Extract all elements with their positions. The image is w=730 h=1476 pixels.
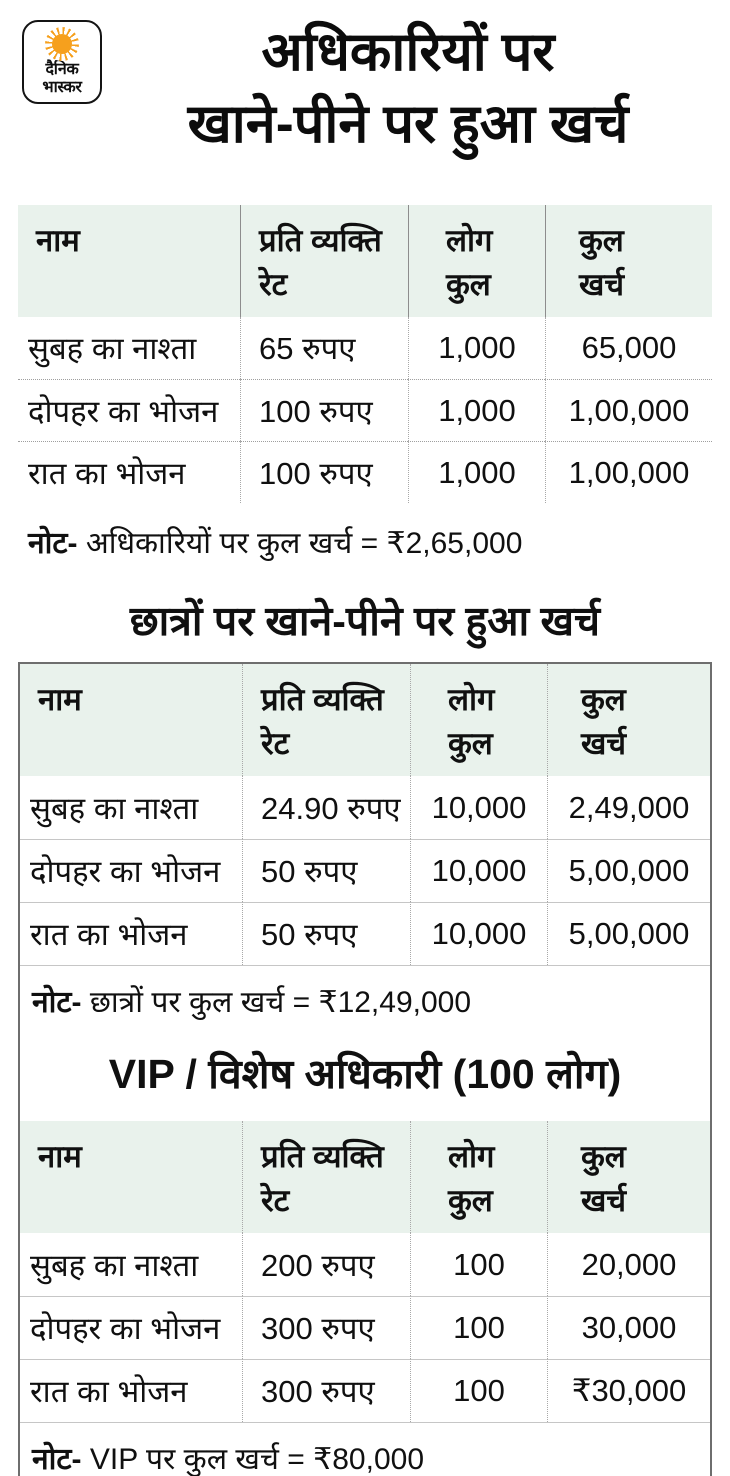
table-row: दोपहर का भोजन 100 रुपए 1,000 1,00,000 [18,379,712,441]
column-header-people: लोग कुल [410,664,547,776]
page-title-line1: अधिकारियों पर [261,22,555,82]
column-header-total: कुल खर्च [547,664,710,776]
table-row: रात का भोजन 100 रुपए 1,000 1,00,000 [18,441,712,503]
vip-section-title: VIP / विशेष अधिकारी (100 लोग) [108,1051,622,1097]
table-row: रात का भोजन 50 रुपए 10,000 5,00,000 [20,902,710,965]
table-header-row: नाम प्रति व्यक्ति रेट लोग कुल कुल खर्च [18,205,712,317]
page-title: अधिकारियों पर खाने-पीने पर हुआ खर्च [100,0,716,160]
students-expense-table: नाम प्रति व्यक्ति रेट लोग कुल कुल खर्च स… [20,664,710,965]
column-header-rate: प्रति व्यक्ति रेट [240,205,408,317]
officials-expense-table: नाम प्रति व्यक्ति रेट लोग कुल कुल खर्च स… [18,205,712,503]
table-header-row: नाम प्रति व्यक्ति रेट लोग कुल कुल खर्च [20,1121,710,1233]
students-total-note: नोट- छात्रों पर कुल खर्च = ₹12,49,000 [20,965,710,1035]
column-header-name: नाम [20,1121,242,1233]
column-header-rate: प्रति व्यक्ति रेट [242,664,410,776]
page-title-line2: खाने-पीने पर हुआ खर्च [187,94,629,154]
table-row: रात का भोजन 300 रुपए 100 ₹30,000 [20,1359,710,1422]
vip-total-note: नोट- VIP पर कुल खर्च = ₹80,000 [20,1422,710,1476]
note-text: छात्रों पर कुल खर्च = ₹12,49,000 [89,986,472,1019]
note-label: नोट- [28,527,78,560]
column-header-name: नाम [18,205,240,317]
column-header-total: कुल खर्च [547,1121,710,1233]
table-header-row: नाम प्रति व्यक्ति रेट लोग कुल कुल खर्च [20,664,710,776]
note-label: नोट- [32,986,82,1019]
column-header-name: नाम [20,664,242,776]
sun-icon [45,27,79,61]
note-text: अधिकारियों पर कुल खर्च = ₹2,65,000 [85,527,523,560]
table-row: दोपहर का भोजन 50 रुपए 10,000 5,00,000 [20,839,710,902]
masthead: दैनिक भास्कर अधिकारियों पर खाने-पीने पर … [0,0,730,205]
column-header-rate: प्रति व्यक्ति रेट [242,1121,410,1233]
officials-total-note: नोट- अधिकारियों पर कुल खर्च = ₹2,65,000 [28,521,730,562]
vip-expense-table: नाम प्रति व्यक्ति रेट लोग कुल कुल खर्च स… [20,1121,710,1422]
note-label: नोट- [32,1443,82,1476]
column-header-people: लोग कुल [410,1121,547,1233]
table-row: सुबह का नाश्ता 200 रुपए 100 20,000 [20,1233,710,1296]
column-header-total: कुल खर्च [545,205,712,317]
table-row: सुबह का नाश्ता 65 रुपए 1,000 65,000 [18,317,712,379]
note-text: VIP पर कुल खर्च = ₹80,000 [89,1443,425,1476]
column-header-people: लोग कुल [408,205,545,317]
logo-text-line1: दैनिक [45,61,79,78]
boxed-tables-container: नाम प्रति व्यक्ति रेट लोग कुल कुल खर्च स… [18,662,712,1476]
students-section-title: छात्रों पर खाने-पीने पर हुआ खर्च [129,598,601,644]
logo-text-line2: भास्कर [42,79,82,96]
table-row: सुबह का नाश्ता 24.90 रुपए 10,000 2,49,00… [20,776,710,839]
dainik-bhaskar-logo: दैनिक भास्कर [22,20,102,104]
table-row: दोपहर का भोजन 300 रुपए 100 30,000 [20,1296,710,1359]
